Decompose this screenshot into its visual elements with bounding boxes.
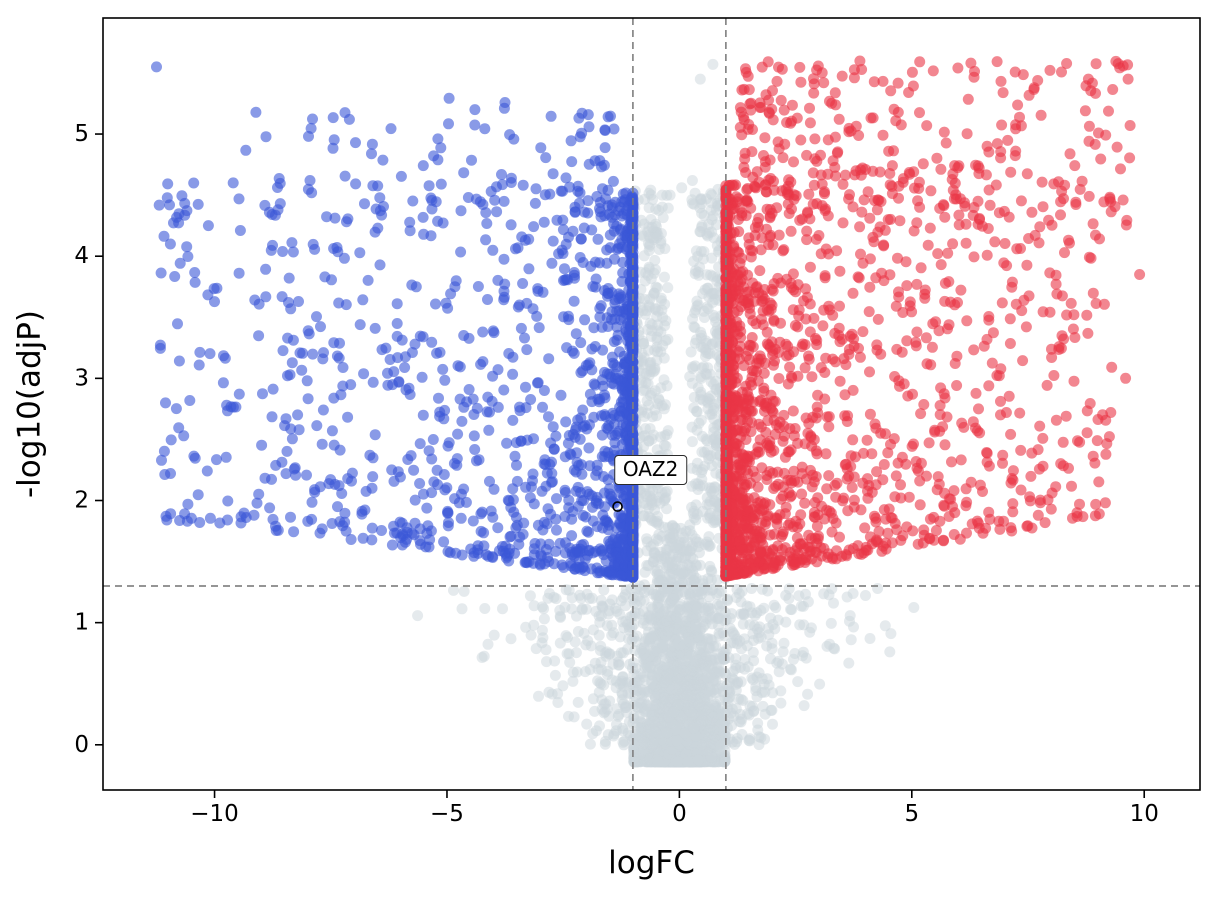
y-axis-ticks: 0 1 2 3 4 5	[74, 121, 103, 758]
threshold-lines	[103, 18, 1200, 790]
series-down-regulated	[151, 61, 639, 583]
scatter-points-layer	[151, 55, 1146, 768]
annotation-label: OAZ2	[613, 454, 688, 485]
y-tick-label: 0	[74, 732, 89, 758]
x-tick-label: −10	[190, 801, 239, 827]
x-axis-ticks: −10 −5 0 5 10	[190, 790, 1159, 827]
x-axis-label: logFC	[608, 845, 695, 881]
y-axis-label: -log10(adjP)	[11, 309, 48, 499]
x-tick-label: 5	[904, 801, 919, 827]
y-tick-label: 1	[74, 610, 89, 636]
y-tick-label: 2	[74, 488, 89, 514]
x-tick-label: −5	[430, 801, 464, 827]
annotated-point-marker	[612, 501, 623, 512]
y-tick-label: 5	[74, 121, 89, 147]
series-not-significant	[412, 58, 920, 768]
x-tick-label: 10	[1130, 801, 1159, 827]
y-tick-label: 3	[74, 365, 89, 391]
series-up-regulated	[720, 55, 1146, 582]
x-tick-label: 0	[672, 801, 687, 827]
plot-border	[102, 17, 1201, 791]
y-tick-label: 4	[74, 243, 89, 269]
